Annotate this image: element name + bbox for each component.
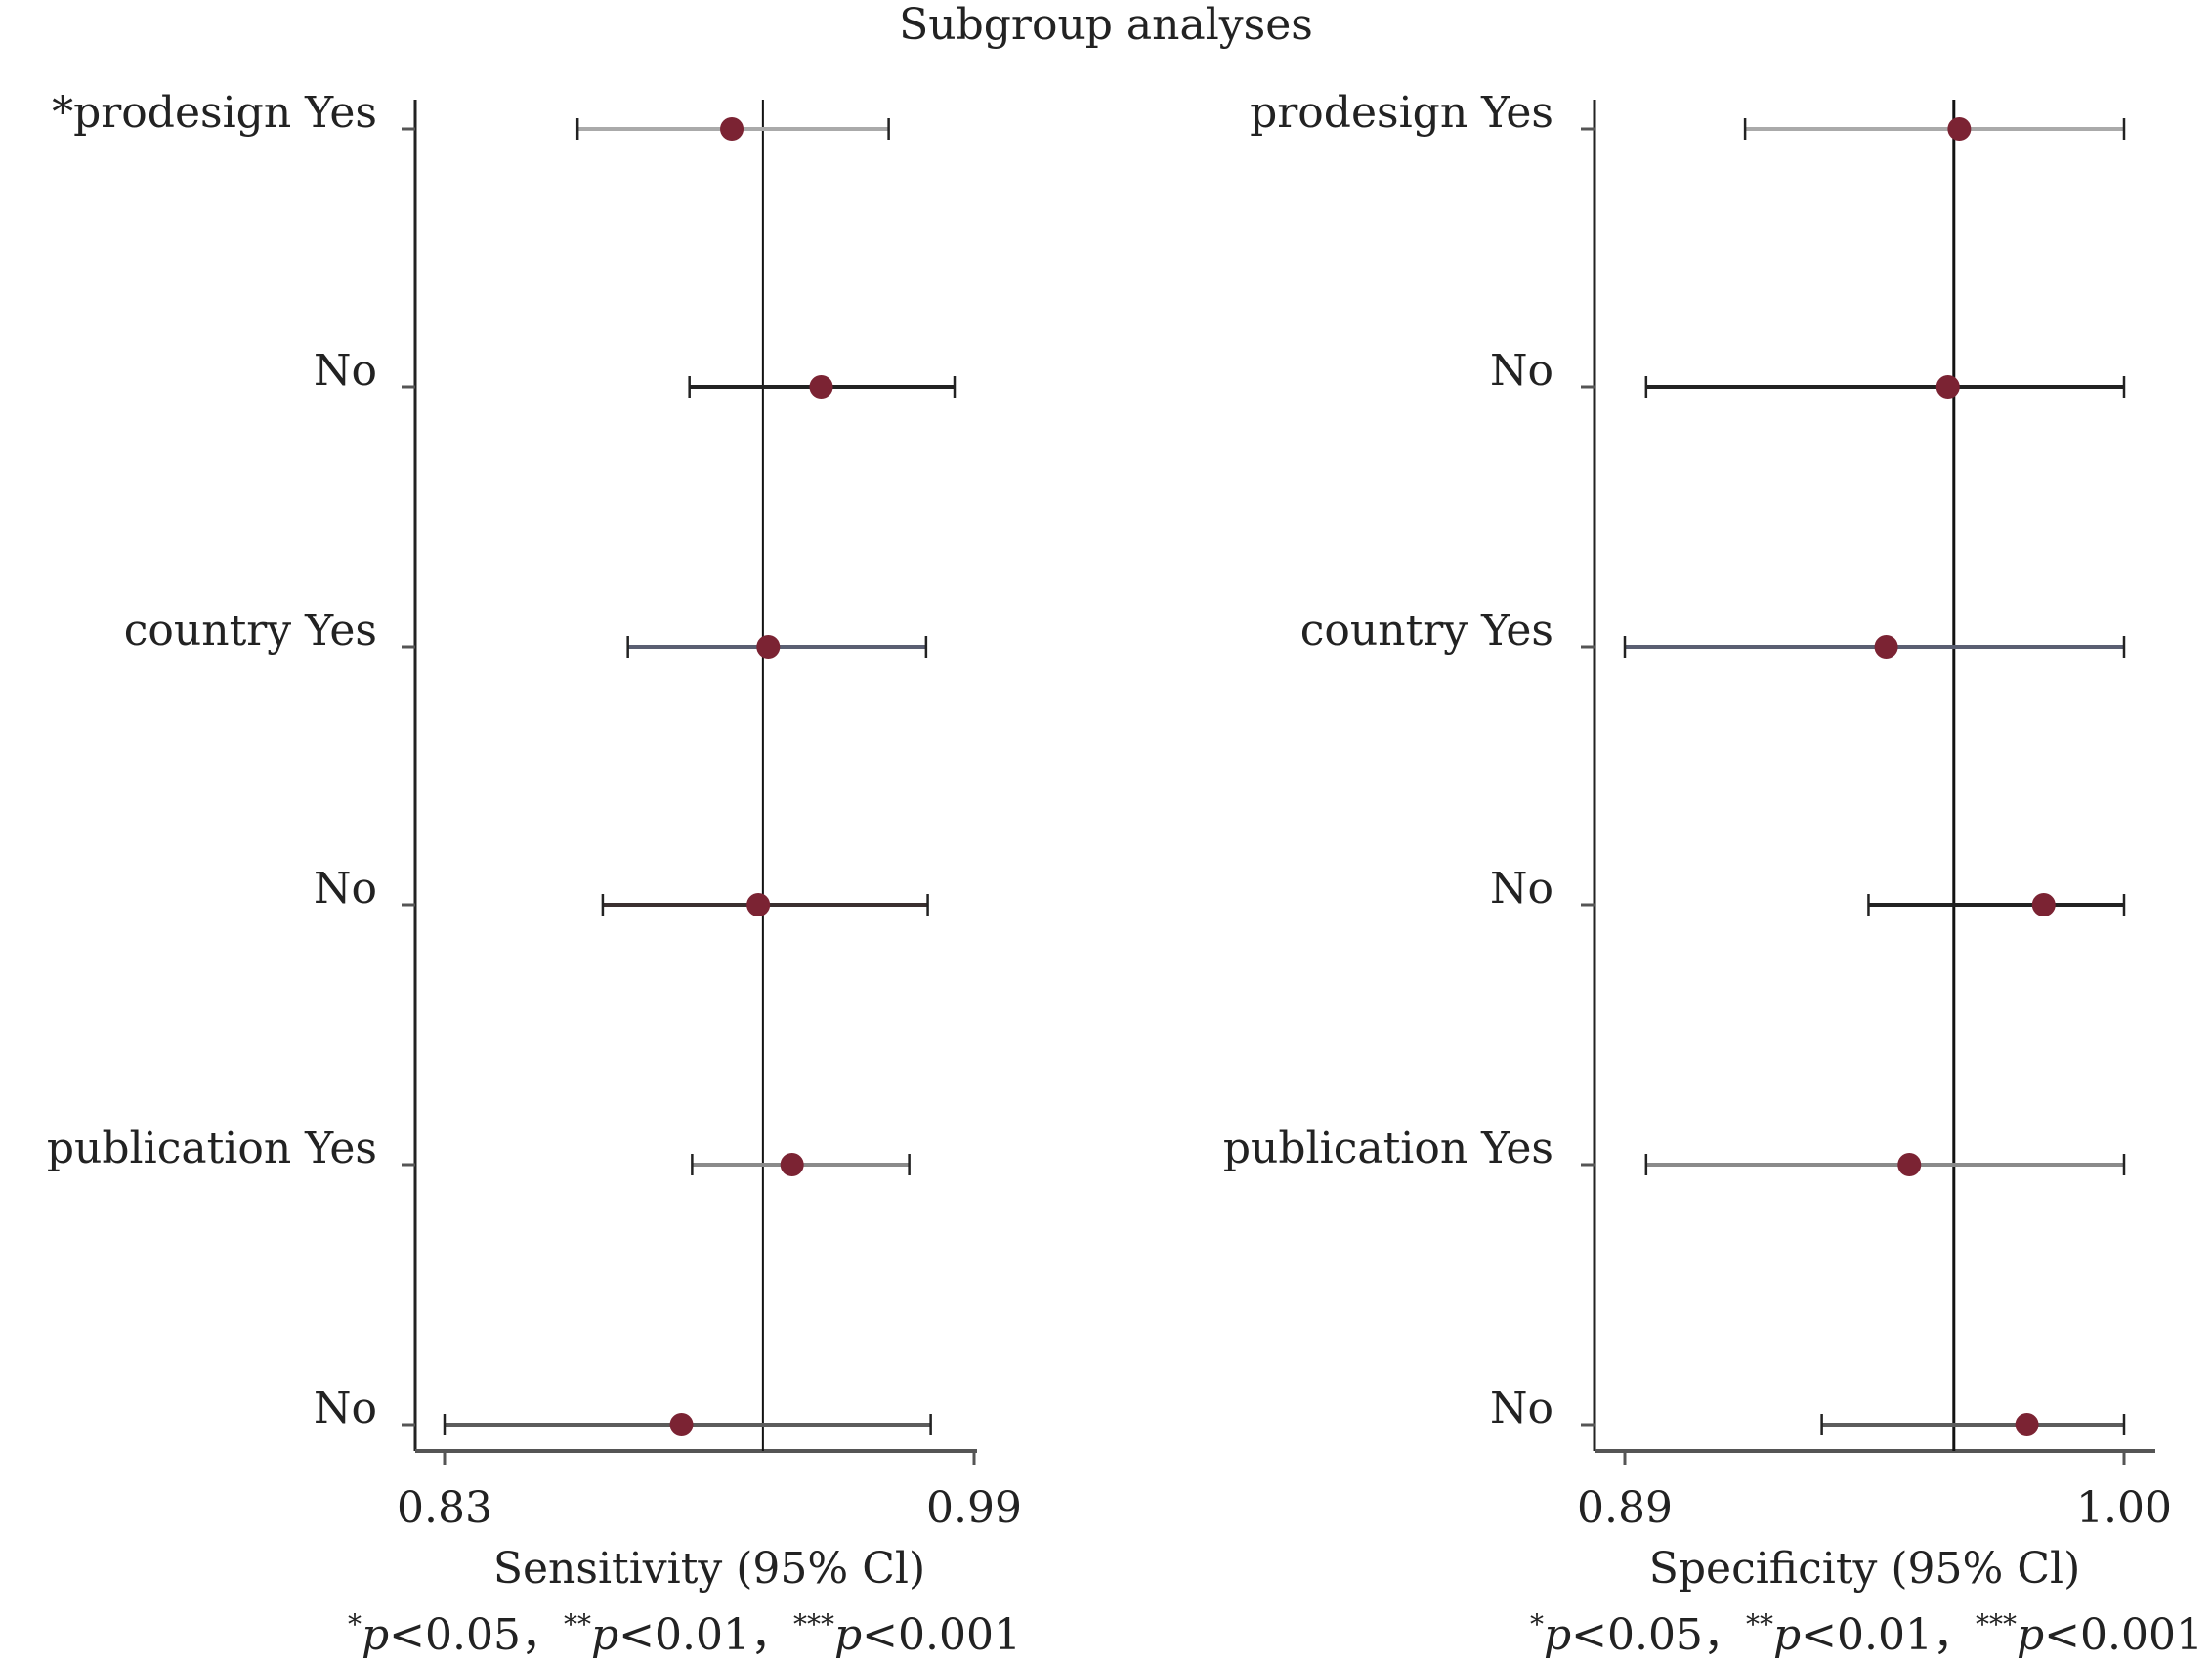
forest-row: No bbox=[314, 1384, 932, 1436]
point-estimate bbox=[746, 893, 771, 916]
point-estimate bbox=[1897, 1153, 1922, 1176]
forest-row: No bbox=[314, 346, 957, 399]
row-label: No bbox=[314, 864, 377, 914]
forest-row: publication Yes bbox=[1223, 1124, 2126, 1176]
row-label: prodesign Yes bbox=[1250, 88, 1553, 138]
forest-panel-1: 0.83 0.99 *prodesign Yes No country Yes No pub… bbox=[47, 88, 1022, 1660]
forest-panel-2: 0.89 1.00 prodesign Yes No country Yes No publ… bbox=[1223, 88, 2203, 1660]
row-label: *prodesign Yes bbox=[52, 88, 377, 138]
forest-row: publication Yes bbox=[47, 1124, 911, 1176]
x-tick-label: 0.99 bbox=[926, 1483, 1022, 1533]
forest-row: No bbox=[1490, 1384, 2126, 1436]
row-label: publication Yes bbox=[1223, 1124, 1553, 1173]
point-estimate bbox=[669, 1413, 694, 1436]
x-axis-label: Specificity (95% Cl) bbox=[1649, 1544, 2081, 1594]
point-estimate bbox=[1947, 117, 1972, 141]
row-label: No bbox=[314, 1384, 377, 1433]
point-estimate bbox=[2015, 1413, 2039, 1436]
point-estimate bbox=[780, 1153, 804, 1176]
row-label: No bbox=[1490, 864, 1553, 914]
x-axis-label: Sensitivity (95% Cl) bbox=[493, 1544, 925, 1594]
x-tick-label: 1.00 bbox=[2076, 1483, 2172, 1533]
point-estimate bbox=[1874, 635, 1898, 659]
x-tick-label: 0.83 bbox=[397, 1483, 492, 1533]
point-estimate bbox=[809, 375, 833, 399]
row-label: No bbox=[1490, 1384, 1553, 1433]
row-label: country Yes bbox=[1300, 606, 1553, 656]
point-estimate bbox=[1936, 375, 1960, 399]
forest-row: country Yes bbox=[1300, 606, 2126, 659]
significance-footnote: *p<0.05，**p<0.01，***p<0.001 bbox=[1530, 1608, 2203, 1660]
forest-row: country Yes bbox=[124, 606, 928, 659]
forest-row: *prodesign Yes bbox=[52, 88, 890, 141]
forest-row: prodesign Yes bbox=[1250, 88, 2126, 141]
row-label: No bbox=[1490, 346, 1553, 396]
x-tick-label: 0.89 bbox=[1577, 1483, 1673, 1533]
significance-footnote: *p<0.05，**p<0.01，***p<0.001 bbox=[348, 1608, 1021, 1660]
row-label: publication Yes bbox=[47, 1124, 377, 1173]
forest-row: No bbox=[1490, 864, 2126, 916]
point-estimate bbox=[756, 635, 781, 659]
point-estimate bbox=[720, 117, 744, 141]
point-estimate bbox=[2031, 893, 2056, 916]
row-label: country Yes bbox=[124, 606, 377, 656]
row-label: No bbox=[314, 346, 377, 396]
chart-title: Subgroup analyses bbox=[899, 0, 1313, 50]
forest-row: No bbox=[314, 864, 929, 916]
forest-row: No bbox=[1490, 346, 2126, 399]
